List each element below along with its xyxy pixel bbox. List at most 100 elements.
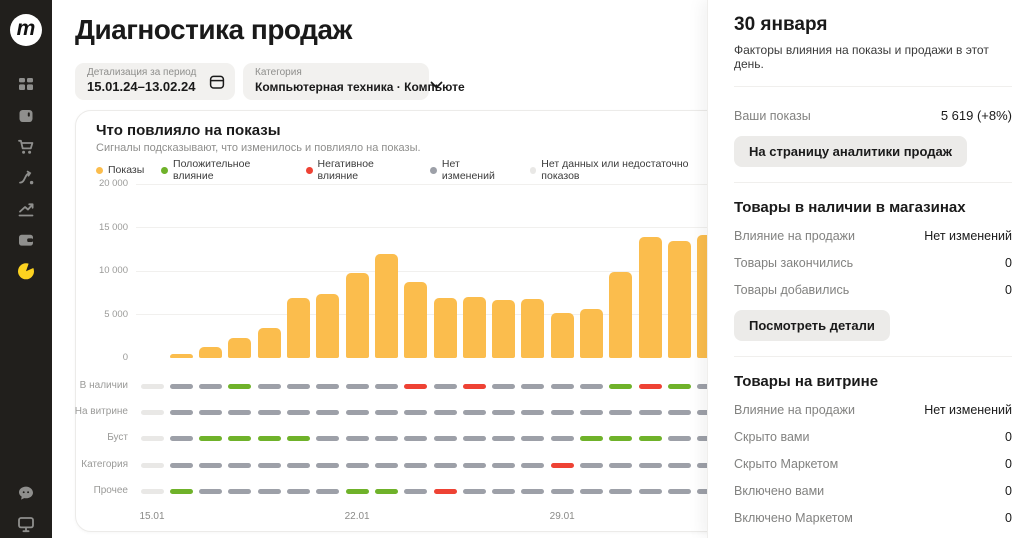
impressions-bar-27.01[interactable] <box>492 299 516 358</box>
signal-pill-17.01[interactable] <box>199 435 223 441</box>
signal-pill-25.01[interactable] <box>433 462 457 468</box>
signal-pill-29.01[interactable] <box>550 462 574 468</box>
signal-pill-17.01[interactable] <box>199 462 223 468</box>
signal-pill-24.01[interactable] <box>404 409 428 415</box>
signal-pill-25.01[interactable] <box>433 409 457 415</box>
signal-pill-22.01[interactable] <box>345 383 369 389</box>
signal-pill-15.01[interactable] <box>140 488 164 494</box>
signal-pill-31.01[interactable] <box>609 488 633 494</box>
signal-pill-23.01[interactable] <box>374 462 398 468</box>
signal-pill-30.01[interactable] <box>580 383 603 389</box>
signal-pill-18.01[interactable] <box>228 462 252 468</box>
signal-pill-20.01[interactable] <box>287 435 310 441</box>
support-chat-icon[interactable] <box>17 484 35 502</box>
impressions-bar-01.02[interactable] <box>638 237 662 358</box>
signal-pill-02.02[interactable] <box>667 462 691 468</box>
signal-pill-19.01[interactable] <box>257 435 281 441</box>
signal-pill-16.01[interactable] <box>169 409 193 415</box>
signal-pill-21.01[interactable] <box>316 462 340 468</box>
signal-pill-26.01[interactable] <box>462 488 486 494</box>
signal-pill-31.01[interactable] <box>609 462 633 468</box>
signal-pill-27.01[interactable] <box>492 462 516 468</box>
signal-pill-17.01[interactable] <box>199 383 223 389</box>
impressions-bar-17.01[interactable] <box>199 347 223 358</box>
impressions-bar-30.01[interactable] <box>580 309 603 358</box>
signal-pill-22.01[interactable] <box>345 488 369 494</box>
impressions-bar-18.01[interactable] <box>228 338 252 358</box>
impressions-bar-25.01[interactable] <box>433 297 457 358</box>
signal-pill-19.01[interactable] <box>257 383 281 389</box>
signal-pill-16.01[interactable] <box>169 383 193 389</box>
signal-pill-27.01[interactable] <box>492 488 516 494</box>
market-logo[interactable]: m <box>10 14 42 46</box>
signal-pill-22.01[interactable] <box>345 435 369 441</box>
panel-section-button[interactable]: Посмотреть детали <box>734 310 890 341</box>
signal-pill-21.01[interactable] <box>316 409 340 415</box>
signal-pill-18.01[interactable] <box>228 488 252 494</box>
signal-pill-18.01[interactable] <box>228 435 252 441</box>
signal-pill-31.01[interactable] <box>609 383 633 389</box>
category-filter[interactable]: Категория Компьютерная техника · Компьют… <box>243 63 465 100</box>
signal-pill-17.01[interactable] <box>199 488 223 494</box>
finance-wallet-icon[interactable] <box>17 231 35 249</box>
signal-pill-25.01[interactable] <box>433 383 457 389</box>
signal-pill-02.02[interactable] <box>667 409 691 415</box>
signal-pill-21.01[interactable] <box>316 488 340 494</box>
signal-pill-24.01[interactable] <box>404 435 428 441</box>
diagnostics-pie-icon[interactable] <box>17 262 35 280</box>
signal-pill-01.02[interactable] <box>638 409 662 415</box>
signal-pill-30.01[interactable] <box>580 409 603 415</box>
signal-pill-01.02[interactable] <box>638 435 662 441</box>
signal-pill-22.01[interactable] <box>345 409 369 415</box>
signal-pill-26.01[interactable] <box>462 462 486 468</box>
signal-pill-29.01[interactable] <box>550 435 574 441</box>
analytics-page-button[interactable]: На страницу аналитики продаж <box>734 136 967 167</box>
signal-pill-15.01[interactable] <box>140 409 164 415</box>
signal-pill-20.01[interactable] <box>287 488 310 494</box>
impressions-bar-20.01[interactable] <box>287 297 310 358</box>
signal-pill-18.01[interactable] <box>228 409 252 415</box>
signal-pill-28.01[interactable] <box>521 435 545 441</box>
signal-pill-31.01[interactable] <box>609 409 633 415</box>
signal-pill-30.01[interactable] <box>580 435 603 441</box>
signal-pill-31.01[interactable] <box>609 435 633 441</box>
signal-pill-18.01[interactable] <box>228 383 252 389</box>
impressions-bar-22.01[interactable] <box>345 273 369 358</box>
products-icon[interactable] <box>17 107 35 125</box>
signal-pill-26.01[interactable] <box>462 409 486 415</box>
signal-pill-16.01[interactable] <box>169 462 193 468</box>
signal-pill-21.01[interactable] <box>316 383 340 389</box>
signal-pill-19.01[interactable] <box>257 488 281 494</box>
signal-pill-25.01[interactable] <box>433 435 457 441</box>
signal-pill-25.01[interactable] <box>433 488 457 494</box>
signal-pill-27.01[interactable] <box>492 435 516 441</box>
signal-pill-02.02[interactable] <box>667 488 691 494</box>
impressions-bar-19.01[interactable] <box>257 328 281 358</box>
signal-pill-20.01[interactable] <box>287 409 310 415</box>
signal-pill-01.02[interactable] <box>638 383 662 389</box>
orders-cart-icon[interactable] <box>17 138 35 156</box>
impressions-bar-26.01[interactable] <box>462 296 486 358</box>
signal-pill-20.01[interactable] <box>287 462 310 468</box>
signal-pill-23.01[interactable] <box>374 383 398 389</box>
signal-pill-21.01[interactable] <box>316 435 340 441</box>
period-filter[interactable]: Детализация за период 15.01.24–13.02.24 <box>75 63 235 100</box>
impressions-bar-02.02[interactable] <box>667 240 691 358</box>
signal-pill-23.01[interactable] <box>374 488 398 494</box>
signal-pill-02.02[interactable] <box>667 383 691 389</box>
signal-pill-24.01[interactable] <box>404 488 428 494</box>
signal-pill-19.01[interactable] <box>257 462 281 468</box>
signal-pill-23.01[interactable] <box>374 435 398 441</box>
signal-pill-26.01[interactable] <box>462 383 486 389</box>
impressions-bar-23.01[interactable] <box>374 254 398 358</box>
signal-pill-15.01[interactable] <box>140 383 164 389</box>
signal-pill-30.01[interactable] <box>580 462 603 468</box>
signal-pill-24.01[interactable] <box>404 383 428 389</box>
impressions-bar-31.01[interactable] <box>609 271 633 358</box>
signal-pill-28.01[interactable] <box>521 409 545 415</box>
signal-pill-19.01[interactable] <box>257 409 281 415</box>
signal-pill-01.02[interactable] <box>638 462 662 468</box>
signal-pill-24.01[interactable] <box>404 462 428 468</box>
signal-pill-23.01[interactable] <box>374 409 398 415</box>
impressions-bar-24.01[interactable] <box>404 281 428 358</box>
